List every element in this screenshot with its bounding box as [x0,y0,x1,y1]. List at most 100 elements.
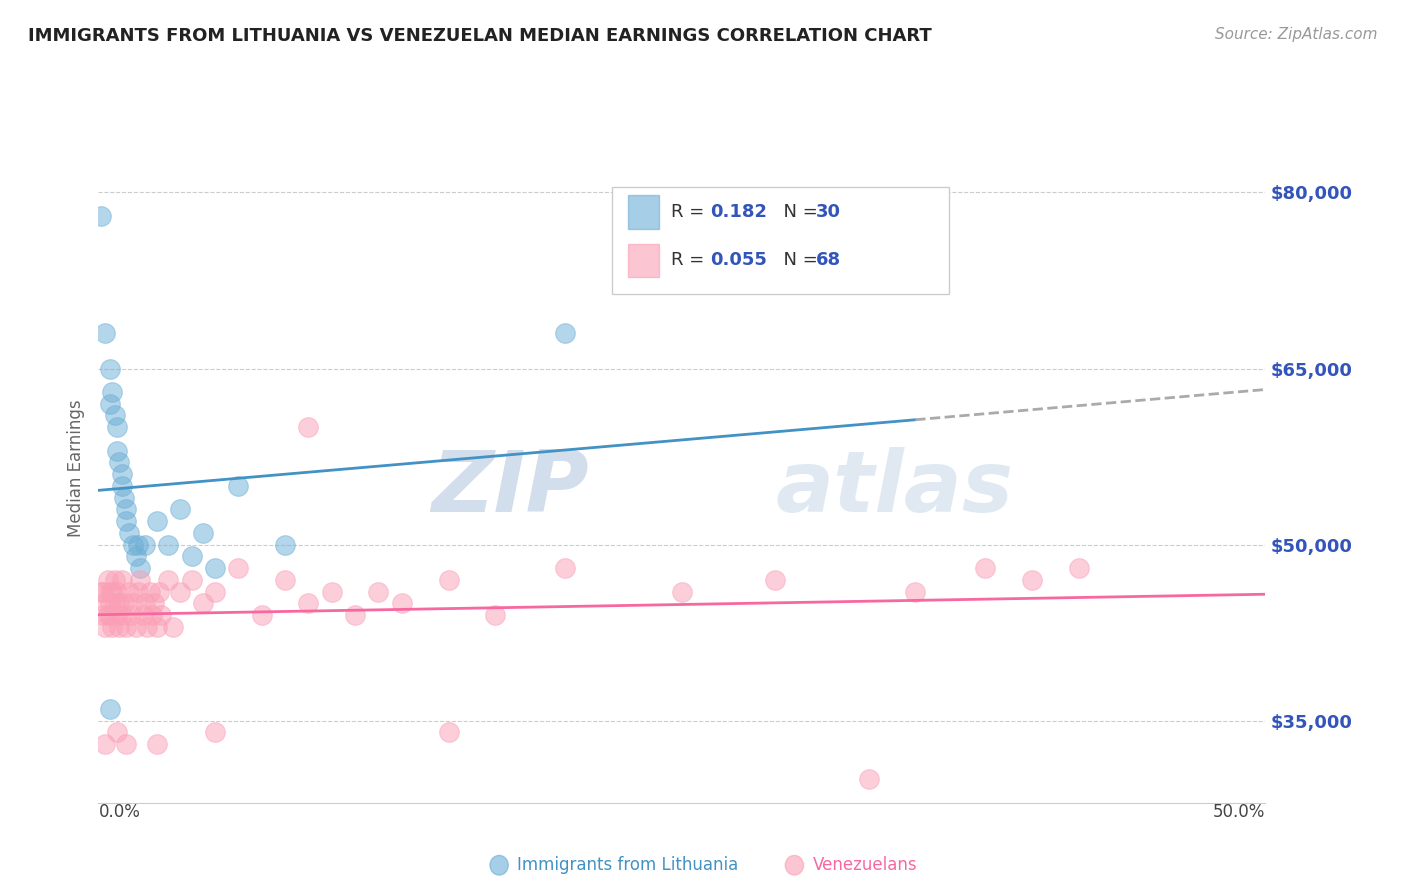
Point [321,584,343,599]
Point [150,607,173,622]
Point [129,573,152,587]
Point [104,596,127,610]
Point [120,607,142,622]
Point [180,573,202,587]
Point [250,607,273,622]
Point [148,584,170,599]
Point [108,455,131,469]
Text: ZIP: ZIP [430,447,589,530]
Point [91,584,114,599]
Point [1021,573,1043,587]
Point [111,467,134,482]
Point [146,620,169,634]
Point [344,607,367,622]
Point [94,326,117,341]
Point [974,561,997,575]
Point [104,409,127,423]
Point [169,584,191,599]
Point [129,561,152,575]
Point [122,538,145,552]
Point [111,573,134,587]
Point [204,725,226,739]
Point [101,584,124,599]
Point [115,514,138,528]
Point [101,620,124,634]
Point [112,491,135,505]
Point [111,607,134,622]
Point [141,607,163,622]
Text: N =: N = [772,252,824,269]
Point [858,772,880,787]
Point [127,538,149,552]
Point [193,596,215,610]
Point [297,596,319,610]
Point [146,737,169,751]
Point [204,584,226,599]
Point [115,620,138,634]
Point [108,620,131,634]
Point [134,596,156,610]
Point [274,573,297,587]
Point [98,361,121,376]
Text: 50.0%: 50.0% [1213,803,1265,821]
Point [97,573,120,587]
Point [132,607,155,622]
Point [94,737,117,751]
Point [146,514,169,528]
Text: 0.0%: 0.0% [98,803,141,821]
Point [105,607,128,622]
Point [391,596,413,610]
Text: R =: R = [671,252,710,269]
Text: Source: ZipAtlas.com: Source: ZipAtlas.com [1215,27,1378,42]
Text: 68: 68 [815,252,841,269]
Point [136,620,159,634]
Text: 30: 30 [815,203,841,221]
Point [98,397,121,411]
Point [228,479,250,493]
Point [108,596,131,610]
Point [139,584,162,599]
Point [157,538,180,552]
Point [90,584,112,599]
Point [104,573,127,587]
Point [118,584,141,599]
Point [97,607,120,622]
Point [98,584,121,599]
Text: 0.182: 0.182 [710,203,768,221]
Point [101,384,124,399]
Point [118,525,141,540]
Point [125,620,148,634]
Text: Immigrants from Lithuania: Immigrants from Lithuania [517,856,738,874]
Point [105,584,128,599]
Point [125,549,148,564]
Point [105,725,128,739]
Y-axis label: Median Earnings: Median Earnings [67,400,86,537]
Point [115,502,138,516]
Point [169,502,191,516]
Point [437,573,460,587]
Point [143,596,166,610]
Point [367,584,389,599]
Point [122,596,145,610]
Point [98,607,121,622]
Point [98,596,121,610]
Point [162,620,184,634]
Text: IMMIGRANTS FROM LITHUANIA VS VENEZUELAN MEDIAN EARNINGS CORRELATION CHART: IMMIGRANTS FROM LITHUANIA VS VENEZUELAN … [28,27,932,45]
Text: R =: R = [671,203,710,221]
Point [134,538,156,552]
Point [484,607,506,622]
Point [115,737,138,751]
Point [112,596,135,610]
Text: Venezuelans: Venezuelans [813,856,917,874]
Point [228,561,250,575]
Point [94,596,117,610]
Point [671,584,693,599]
Point [904,584,927,599]
Point [297,420,319,434]
Point [554,561,576,575]
Point [127,584,149,599]
Point [180,549,202,564]
Point [98,702,121,716]
Point [91,607,114,622]
Point [111,479,134,493]
